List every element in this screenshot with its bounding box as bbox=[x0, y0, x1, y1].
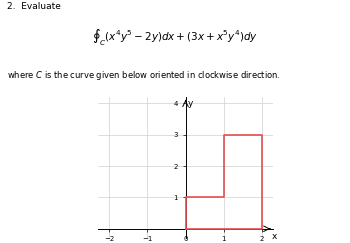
Text: $\oint_{C} (x^4y^5 - 2y)dx + (3x + x^5y^4)dy$: $\oint_{C} (x^4y^5 - 2y)dx + (3x + x^5y^… bbox=[92, 28, 258, 48]
Text: where $C$ is the curve given below oriented in clockwise direction.: where $C$ is the curve given below orien… bbox=[7, 69, 281, 82]
Text: y: y bbox=[187, 99, 193, 108]
Text: x: x bbox=[272, 232, 278, 241]
Text: 2.  Evaluate: 2. Evaluate bbox=[7, 2, 61, 11]
